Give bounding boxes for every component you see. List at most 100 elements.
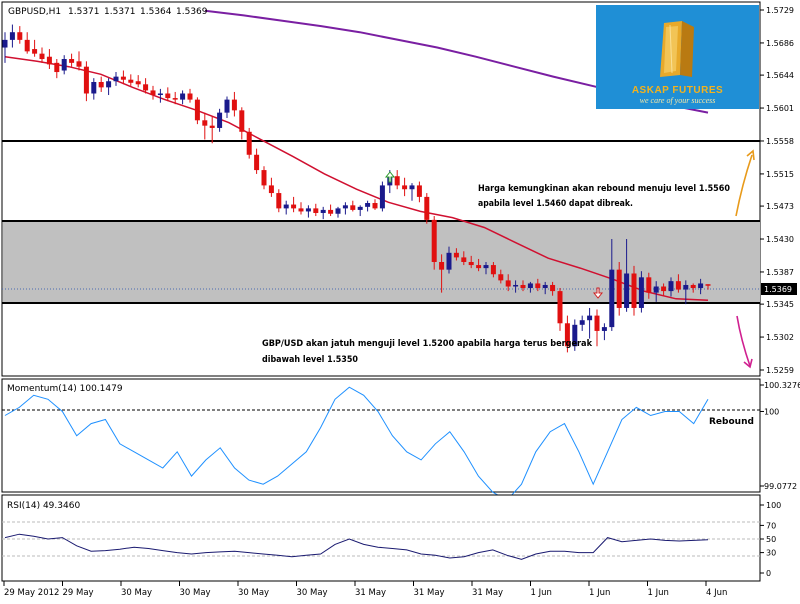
candle bbox=[98, 76, 104, 92]
up-forecast-arrow-icon bbox=[735, 154, 753, 217]
candle-body bbox=[268, 185, 274, 194]
candle bbox=[172, 91, 178, 105]
candle bbox=[572, 319, 578, 351]
candle-body bbox=[453, 252, 459, 258]
candle bbox=[416, 181, 422, 203]
candle-body bbox=[468, 262, 474, 266]
candle-body bbox=[246, 131, 252, 155]
logo-tagline: we care of your success bbox=[639, 96, 716, 105]
candle bbox=[350, 200, 356, 212]
candle bbox=[616, 262, 622, 316]
candle bbox=[246, 127, 252, 159]
candle-body bbox=[439, 262, 445, 270]
candle-body bbox=[2, 39, 8, 48]
price-tick-label: 1.5430 bbox=[766, 235, 794, 244]
candle bbox=[550, 281, 556, 296]
candle-body bbox=[224, 99, 230, 113]
candle-body bbox=[690, 284, 696, 289]
rsi-axis: 100 70 50 30 0 bbox=[760, 501, 781, 578]
candle-body bbox=[579, 320, 585, 325]
candle-body bbox=[357, 206, 363, 210]
candle-body bbox=[653, 286, 659, 293]
candle-body bbox=[32, 49, 38, 54]
time-tick-label: 1 Jun bbox=[648, 588, 669, 598]
candle bbox=[520, 280, 526, 292]
candle bbox=[69, 53, 75, 67]
candle-body bbox=[91, 82, 97, 94]
candle bbox=[668, 277, 674, 297]
chart-symbol: GBPUSD,H1 bbox=[8, 7, 61, 17]
candle-body bbox=[39, 53, 45, 60]
momentum-label: Momentum(14) 100.1479 bbox=[7, 384, 123, 394]
candle bbox=[209, 116, 215, 144]
candle bbox=[705, 284, 711, 290]
candle bbox=[17, 26, 23, 44]
chart-close: 1.5369 bbox=[176, 7, 208, 17]
candle bbox=[231, 91, 237, 117]
candle bbox=[298, 202, 304, 215]
candle-body bbox=[143, 84, 149, 91]
candle-body bbox=[276, 193, 282, 209]
candle bbox=[446, 246, 452, 274]
logo-name: ASKAP FUTURES bbox=[631, 85, 724, 96]
candle-body bbox=[180, 93, 186, 100]
candle-body bbox=[106, 81, 112, 88]
candle-body bbox=[587, 315, 593, 321]
candle bbox=[194, 97, 200, 125]
time-tick-label: 30 May bbox=[121, 588, 152, 598]
candle-body bbox=[135, 81, 141, 85]
candle-body bbox=[305, 208, 311, 212]
candle-body bbox=[83, 66, 89, 94]
price-tick-label: 1.5644 bbox=[766, 71, 794, 80]
candle-body bbox=[113, 76, 119, 82]
candle bbox=[357, 205, 363, 217]
rsi-tick-label: 100 bbox=[766, 501, 781, 510]
candle-body bbox=[350, 205, 356, 210]
candle bbox=[91, 78, 97, 100]
candle bbox=[513, 280, 519, 293]
momentum-panel bbox=[1, 378, 761, 493]
candle bbox=[624, 239, 630, 312]
candle bbox=[83, 61, 89, 102]
candle bbox=[143, 78, 149, 94]
time-tick-label: 31 May bbox=[355, 588, 386, 598]
price-tick-label: 1.5259 bbox=[766, 366, 794, 375]
candle bbox=[120, 70, 126, 85]
momentum-line bbox=[4, 386, 709, 501]
candle bbox=[564, 315, 570, 353]
candle bbox=[335, 206, 341, 218]
time-tick-label: 4 Jun bbox=[706, 588, 727, 598]
candle-body bbox=[209, 125, 215, 128]
rsi-tick-label: 50 bbox=[766, 535, 776, 544]
annotation-lower-1: GBP/USD akan jatuh menguji level 1.5200 … bbox=[262, 339, 593, 349]
candle-body bbox=[675, 281, 681, 290]
time-tick-label: 1 Jun bbox=[589, 588, 610, 598]
candle bbox=[291, 196, 297, 213]
candle-body bbox=[631, 273, 637, 308]
candle bbox=[683, 280, 689, 305]
candle bbox=[372, 199, 378, 210]
candle bbox=[9, 24, 15, 48]
candle-body bbox=[231, 99, 237, 111]
candle bbox=[157, 88, 163, 103]
candle-body bbox=[239, 110, 245, 132]
candle bbox=[594, 309, 600, 347]
candle bbox=[527, 281, 533, 293]
annotation-upper-2: apabila level 1.5460 dapat dibreak. bbox=[478, 199, 633, 209]
momentum-axis: 100.3276 100 99.0772 bbox=[760, 381, 800, 491]
candle bbox=[313, 203, 319, 217]
price-axis: 1.5729 1.5686 1.5644 1.5601 1.5558 1.5515 1.54… bbox=[760, 6, 794, 375]
candle bbox=[609, 239, 615, 331]
candle bbox=[328, 204, 334, 217]
candle bbox=[587, 307, 593, 339]
ma-short-path bbox=[4, 55, 709, 302]
candle bbox=[46, 49, 52, 69]
candle bbox=[61, 55, 67, 75]
candle-body bbox=[683, 284, 689, 290]
buy-arrow-icon bbox=[384, 171, 396, 183]
candle bbox=[268, 177, 274, 197]
candle-body bbox=[446, 252, 452, 270]
candle-body bbox=[416, 185, 422, 197]
candle-body bbox=[646, 277, 652, 293]
candle-body bbox=[254, 154, 260, 171]
